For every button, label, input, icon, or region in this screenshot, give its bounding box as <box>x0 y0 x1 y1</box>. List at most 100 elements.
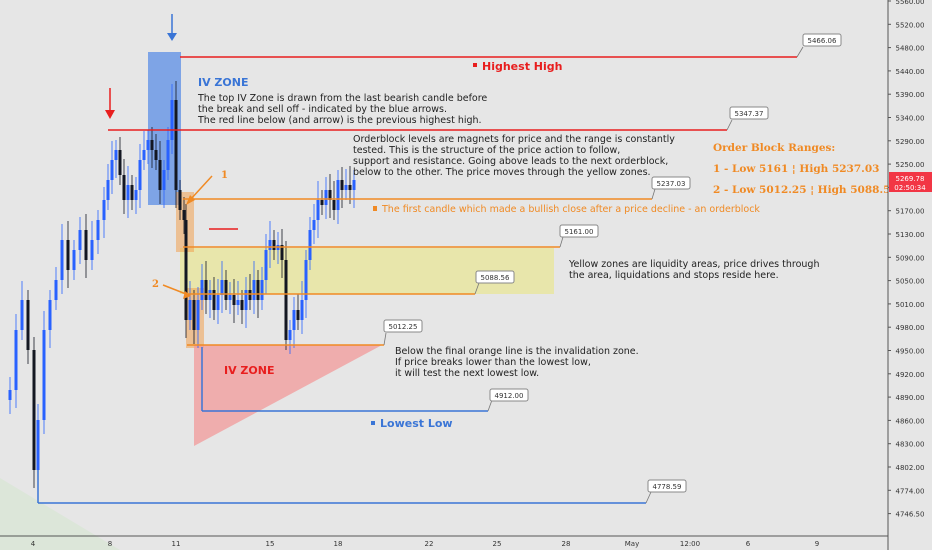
price-tick-label: 4860.00 <box>896 417 925 425</box>
level-label-5237: 5237.03 <box>657 180 686 188</box>
invalidation-line-3: it will test the next lowest low. <box>395 368 539 379</box>
bullish-candle <box>90 240 94 260</box>
bullish-candle <box>200 280 204 300</box>
bullish-candle <box>220 280 224 295</box>
price-tick-label: 5560.00 <box>896 0 925 6</box>
time-tick-label: 25 <box>493 540 502 548</box>
price-tick-label: 4774.00 <box>896 487 925 495</box>
price-tick-label: 4980.00 <box>896 324 925 332</box>
level-label-5161: 5161.00 <box>565 228 594 236</box>
bullish-candle <box>264 250 268 280</box>
bearish-candle <box>280 245 284 260</box>
bearish-candle <box>182 210 186 220</box>
price-axis-ticks: 5560.00 5520.00 5480.00 5440.00 5390.00 5340.… <box>888 0 924 519</box>
blue-arrow-icon <box>167 33 177 41</box>
bullish-candle <box>146 140 150 150</box>
red-arrow-icon <box>105 110 115 119</box>
current-price-label: 5269.78 <box>896 175 925 183</box>
orderblock-line-3: support and resistance. Going above lead… <box>353 156 668 167</box>
bullish-candle <box>134 190 138 200</box>
bullish-candle <box>170 100 174 140</box>
level-label-box <box>489 388 529 402</box>
bullish-candle <box>78 230 82 250</box>
level-label-box <box>802 33 842 47</box>
price-axis-background <box>888 0 932 550</box>
lowest-low-label: Lowest Low <box>380 417 453 430</box>
label-leader <box>651 188 656 200</box>
label-leader <box>487 399 493 412</box>
bearish-candle <box>174 100 178 190</box>
bearish-candle <box>84 230 88 260</box>
iv-zone-bottom-title: IV ZONE <box>224 364 274 377</box>
bullish-candle <box>60 240 64 280</box>
iv-zone-top-title: IV ZONE <box>198 76 248 89</box>
bearish-candle <box>240 300 244 310</box>
price-tick-label: 5440.00 <box>896 68 925 76</box>
bearish-candle <box>178 190 182 210</box>
orange-arrow-1-shaft <box>189 175 213 201</box>
time-tick-label: May <box>625 540 639 548</box>
bearish-candle <box>332 200 336 210</box>
price-tick-label: 5090.00 <box>896 254 925 262</box>
bearish-candle <box>118 150 122 175</box>
bearish-candle <box>184 220 188 320</box>
price-tick-label: 4950.00 <box>896 348 925 356</box>
level-label-box <box>475 270 515 284</box>
orderblock-line-2: tested. This is the structure of the pri… <box>353 145 620 156</box>
price-axis[interactable]: 5560.00 5520.00 5480.00 5440.00 5390.00 5340.… <box>887 0 932 550</box>
bullish-candle <box>344 185 348 190</box>
bullish-candle <box>268 240 272 250</box>
marker-1: 1 <box>221 170 228 181</box>
price-tick-label: 4746.50 <box>896 511 925 519</box>
yellow-zone-line-1: Yellow zones are liquidity areas, price … <box>568 259 819 270</box>
bullish-candle <box>162 170 166 190</box>
invalidation-line-1: Below the final orange line is the inval… <box>395 346 639 357</box>
price-tick-label: 4802.00 <box>896 464 925 472</box>
level-label-5012: 5012.25 <box>389 323 418 331</box>
current-price-badge <box>889 172 932 192</box>
bullish-candle <box>114 150 118 160</box>
bullish-candle <box>216 295 220 310</box>
level-label-box <box>559 224 599 238</box>
price-tick-label: 5290.00 <box>896 138 925 146</box>
iv-zone-bottom-triangle <box>194 345 382 446</box>
bullish-candle <box>166 140 170 170</box>
price-tick-label: 5170.00 <box>896 208 925 216</box>
bearish-candle <box>26 300 30 350</box>
bullish-candle <box>244 290 248 310</box>
bullish-candle <box>42 330 46 420</box>
bullish-candle <box>336 180 340 210</box>
orderblock-line-4: below to the other. The price moves thro… <box>353 167 651 178</box>
bullish-candle <box>304 260 308 300</box>
time-axis[interactable]: 4 8 11 15 18 22 25 28 May 12:00 6 9 <box>0 535 888 548</box>
bullish-candle <box>196 300 200 330</box>
price-tick-label: 5340.00 <box>896 115 925 123</box>
bottom-left-shade <box>0 478 120 550</box>
bearish-candle <box>32 350 36 470</box>
bearish-candle <box>150 140 154 150</box>
time-axis-ticks: 4 8 11 15 18 22 25 28 May 12:00 6 9 <box>31 540 819 548</box>
first-candle-marker <box>373 206 377 211</box>
bullish-candle <box>308 230 312 260</box>
label-leader <box>474 282 480 295</box>
time-tick-label: 22 <box>425 540 434 548</box>
bullish-candle <box>36 420 40 470</box>
bearish-candle <box>272 240 276 250</box>
orderblock-line-1: Orderblock levels are magnets for price … <box>353 134 675 145</box>
iv-zone-top-line-2: the break and sell off - indicated by th… <box>198 104 447 115</box>
bullish-candle <box>228 295 232 300</box>
label-leader <box>796 46 804 58</box>
level-label-5088: 5088.56 <box>481 274 510 282</box>
bearish-candle <box>232 295 236 305</box>
bearish-candle <box>284 260 288 340</box>
bullish-candle <box>20 300 24 330</box>
time-tick-label: 15 <box>266 540 275 548</box>
bullish-candle <box>252 280 256 300</box>
time-tick-label: 8 <box>108 540 112 548</box>
bullish-candle <box>142 150 146 160</box>
label-leader <box>645 491 652 504</box>
orange-arrow-1-icon <box>186 195 195 205</box>
level-label-box <box>651 176 691 190</box>
bullish-candle <box>106 180 110 200</box>
